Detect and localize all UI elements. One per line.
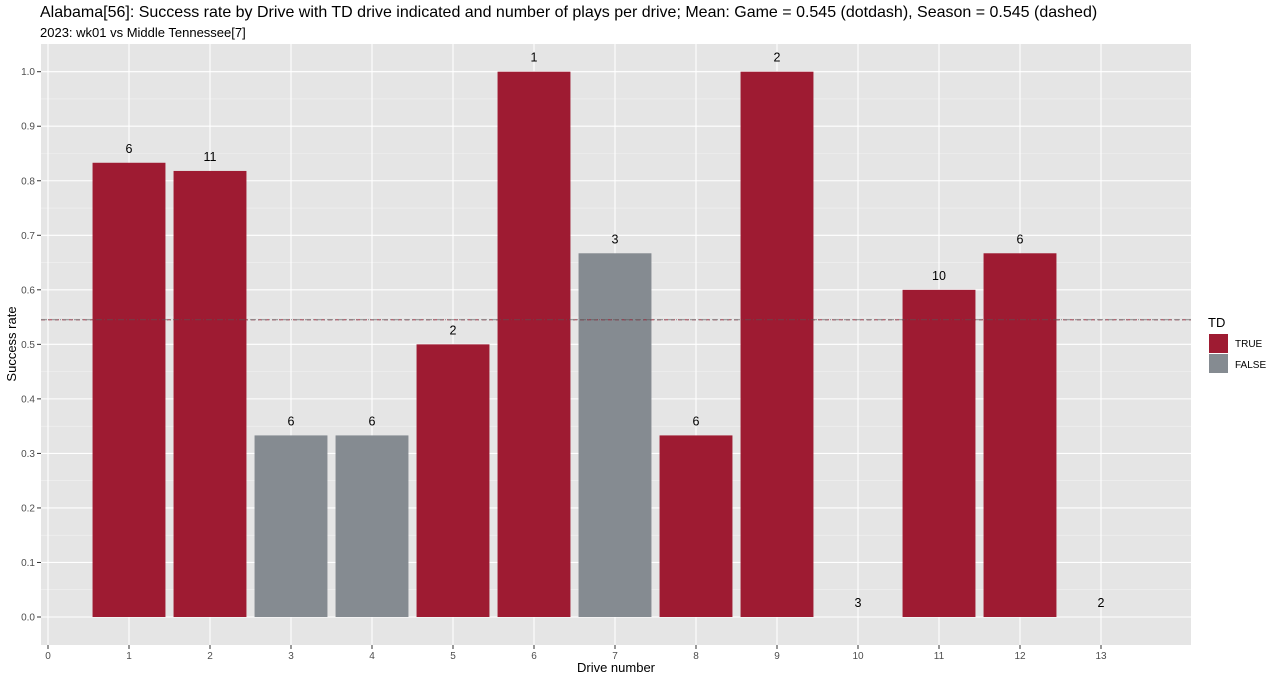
x-tick-label: 1 bbox=[126, 651, 132, 662]
bar-drive-1 bbox=[92, 162, 166, 617]
y-tick-label: 0.0 bbox=[21, 613, 35, 624]
y-tick-label: 0.3 bbox=[21, 449, 35, 460]
bar-label-drive-9: 2 bbox=[774, 51, 781, 65]
y-tick-label: 0.1 bbox=[21, 558, 35, 569]
x-tick-label: 10 bbox=[852, 651, 864, 662]
bar-drive-7 bbox=[578, 253, 652, 617]
x-axis: 0 1 2 3 4 5 6 7 8 9 10 11 12 13 bbox=[45, 645, 1107, 662]
bar-drive-3 bbox=[254, 435, 328, 617]
bar-label-drive-5: 2 bbox=[450, 323, 457, 337]
bar-label-drive-10: 3 bbox=[855, 596, 862, 610]
bar-drive-9 bbox=[740, 71, 814, 617]
bar-label-drive-11: 10 bbox=[932, 269, 946, 283]
y-tick-label: 0.7 bbox=[21, 231, 35, 242]
y-axis-title: Success rate bbox=[4, 306, 19, 381]
bar-label-drive-12: 6 bbox=[1017, 232, 1024, 246]
y-tick-label: 0.6 bbox=[21, 285, 35, 296]
legend: TD TRUE FALSE bbox=[1208, 315, 1266, 373]
legend-key-false bbox=[1209, 354, 1228, 373]
bar-label-drive-6: 1 bbox=[531, 51, 538, 65]
x-tick-label: 4 bbox=[369, 651, 375, 662]
bar-label-drive-13: 2 bbox=[1098, 596, 1105, 610]
bars bbox=[92, 71, 1057, 618]
y-axis: 0.0 0.1 0.2 0.3 0.4 0.5 0.6 0.7 0.8 0.9 1.0 bbox=[21, 67, 41, 624]
legend-key-true bbox=[1209, 334, 1228, 353]
y-tick-label: 1.0 bbox=[21, 67, 35, 78]
y-tick-label: 0.4 bbox=[21, 394, 35, 405]
x-tick-label: 6 bbox=[531, 651, 537, 662]
x-tick-label: 0 bbox=[45, 651, 51, 662]
x-axis-title: Drive number bbox=[577, 660, 656, 675]
x-tick-label: 12 bbox=[1014, 651, 1026, 662]
bar-label-drive-4: 6 bbox=[369, 414, 376, 428]
legend-title: TD bbox=[1208, 315, 1225, 330]
bar-drive-6 bbox=[497, 71, 571, 617]
x-tick-label: 11 bbox=[934, 651, 945, 662]
y-tick-label: 0.2 bbox=[21, 503, 35, 514]
x-tick-label: 9 bbox=[774, 651, 780, 662]
bar-label-drive-1: 6 bbox=[126, 142, 133, 156]
bar-drive-8 bbox=[659, 435, 733, 617]
bar-drive-5 bbox=[416, 344, 490, 617]
bar-drive-2 bbox=[173, 170, 247, 618]
y-tick-label: 0.5 bbox=[21, 340, 35, 351]
x-tick-label: 7 bbox=[612, 651, 618, 662]
bar-label-drive-2: 11 bbox=[204, 150, 217, 164]
bar-label-drive-7: 3 bbox=[612, 232, 619, 246]
bar-label-drive-8: 6 bbox=[693, 414, 700, 428]
bar-drive-12 bbox=[983, 253, 1057, 617]
bar-label-drive-3: 6 bbox=[288, 414, 295, 428]
x-tick-label: 3 bbox=[288, 651, 294, 662]
chart-title: Alabama[56]: Success rate by Drive with … bbox=[40, 4, 1098, 21]
legend-label-true: TRUE bbox=[1235, 339, 1263, 350]
x-tick-label: 2 bbox=[207, 651, 213, 662]
bar-drive-11 bbox=[902, 289, 976, 617]
bar-labels: 6 11 6 6 2 1 3 6 2 3 10 6 2 bbox=[126, 51, 1105, 610]
chart-subtitle: 2023: wk01 vs Middle Tennessee[7] bbox=[40, 25, 246, 40]
bar-drive-4 bbox=[335, 435, 409, 617]
y-tick-label: 0.9 bbox=[21, 122, 35, 133]
x-tick-label: 5 bbox=[450, 651, 456, 662]
x-tick-label: 13 bbox=[1095, 651, 1107, 662]
legend-label-false: FALSE bbox=[1235, 360, 1266, 371]
x-tick-label: 8 bbox=[693, 651, 699, 662]
y-tick-label: 0.8 bbox=[21, 176, 35, 187]
